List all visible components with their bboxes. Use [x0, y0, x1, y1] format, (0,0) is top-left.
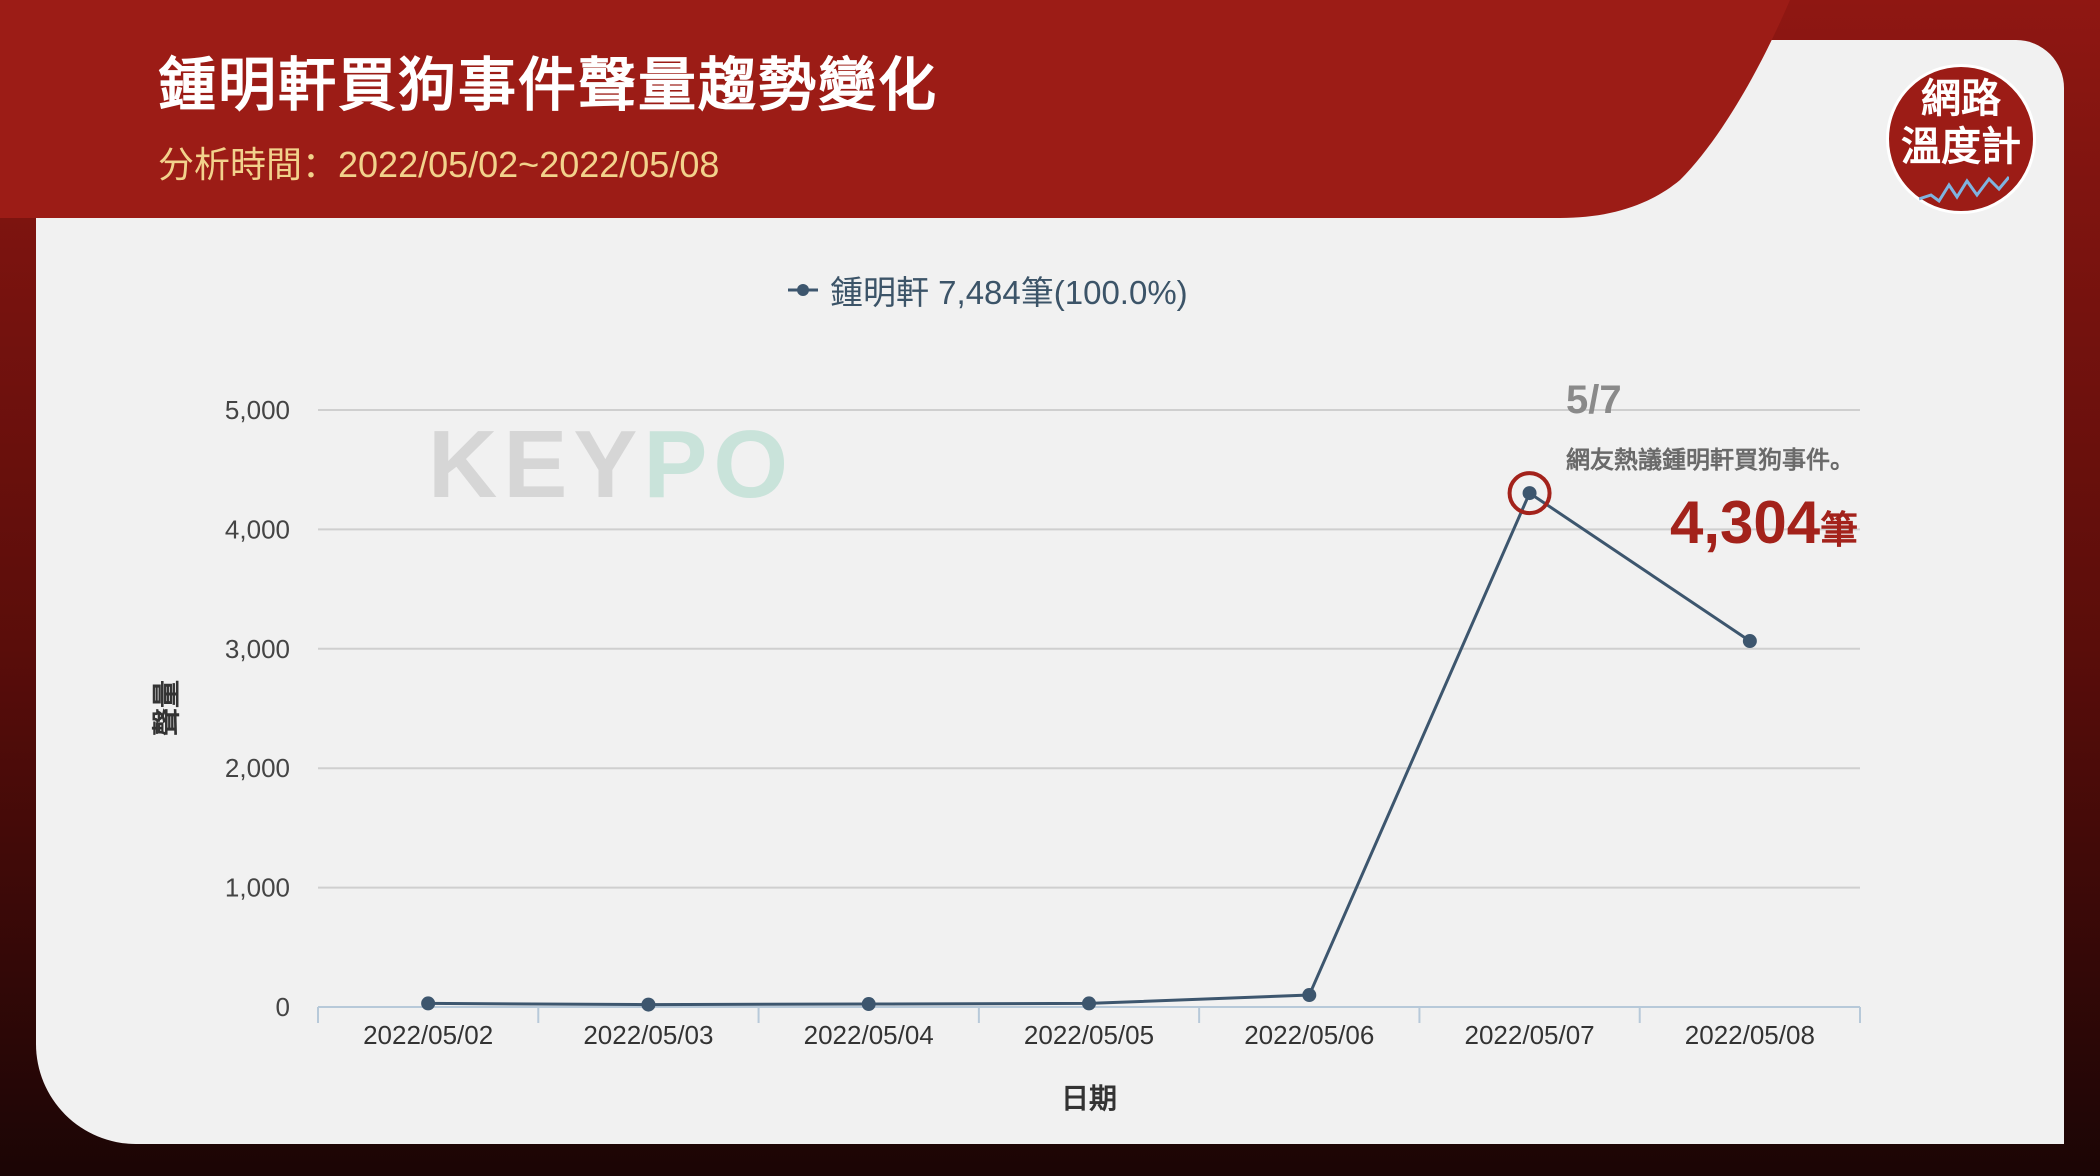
x-tick-label: 2022/05/02	[363, 1020, 493, 1050]
data-point	[1742, 634, 1757, 649]
x-tick-label: 2022/05/06	[1244, 1020, 1374, 1050]
data-point	[641, 997, 656, 1012]
logo-line-1: 網路	[1921, 77, 2001, 121]
y-tick-label: 3,000	[225, 634, 290, 664]
annotation-unit: 筆	[1820, 510, 1859, 552]
annotation-text: 網友熱議鍾明軒買狗事件。	[1566, 447, 1854, 474]
x-tick-label: 2022/05/07	[1465, 1020, 1595, 1050]
annotation-value-block: 4,304筆	[1670, 488, 1858, 557]
legend-label: 鍾明軒 7,484筆(100.0%)	[830, 274, 1188, 311]
watermark-key: KEY	[428, 411, 644, 518]
y-tick-label: 1,000	[225, 873, 290, 903]
data-point	[1302, 988, 1317, 1003]
watermark-po: PO	[643, 411, 795, 518]
y-tick-label: 4,000	[225, 514, 290, 544]
legend-line-marker-icon	[788, 284, 818, 296]
title-banner	[0, 0, 1790, 218]
annotation-value: 4,304	[1670, 489, 1821, 556]
brand-logo: 網路 溫度計	[1886, 64, 2036, 214]
data-point	[1082, 996, 1096, 1011]
keypo-watermark: KEYPO	[428, 410, 794, 520]
data-point	[1522, 486, 1537, 501]
y-tick-label: 2,000	[225, 753, 290, 783]
peak-highlight-ring	[1507, 471, 1552, 516]
x-tick-label: 2022/05/08	[1685, 1020, 1815, 1050]
chart-panel	[36, 40, 2064, 1144]
data-point	[861, 997, 876, 1012]
x-tick-label: 2022/05/03	[583, 1020, 713, 1050]
x-tick-label: 2022/05/04	[804, 1020, 934, 1050]
data-point	[421, 996, 436, 1011]
pulse-icon	[1919, 176, 2009, 204]
series-line	[428, 490, 1751, 1007]
chart-legend[interactable]: 鍾明軒 7,484筆(100.0%)	[786, 270, 1188, 311]
analysis-period: 分析時間：2022/05/02~2022/05/08	[158, 144, 720, 185]
logo-line-2: 溫度計	[1901, 125, 2021, 169]
y-tick-label: 0	[276, 992, 290, 1022]
y-tick-label: 5,000	[225, 395, 290, 425]
annotation-date: 5/7	[1566, 378, 1622, 422]
y-axis-title: 聲量	[151, 680, 182, 736]
x-axis-title: 日期	[1061, 1083, 1117, 1114]
x-tick-label: 2022/05/05	[1024, 1020, 1154, 1050]
page-title: 鍾明軒買狗事件聲量趨勢變化	[158, 53, 939, 118]
